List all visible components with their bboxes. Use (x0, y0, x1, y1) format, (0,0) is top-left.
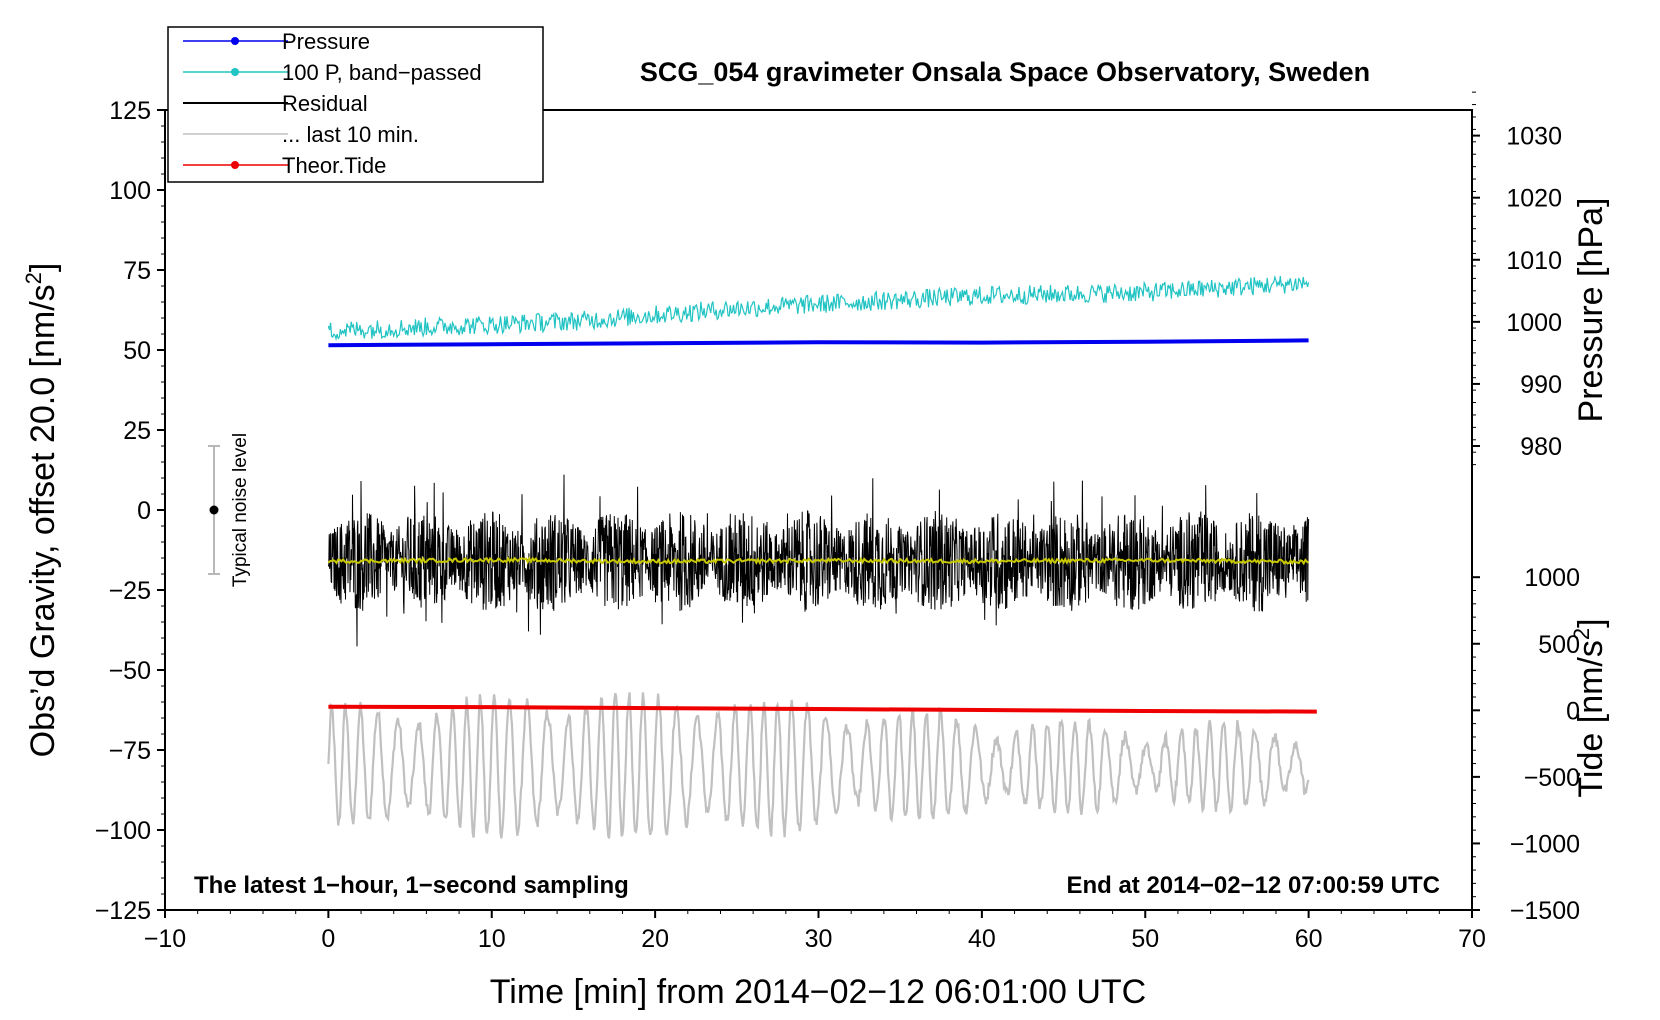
legend-label: 100 P, band−passed (282, 60, 482, 85)
axis-layer: −10 0 10 20 30 40 50 60 70−125−100−75−50−2502550… (95, 91, 1580, 953)
y-tick-label: −75 (109, 737, 151, 765)
y-tick-label: 75 (123, 257, 151, 285)
tide-tick-label: 0 (1566, 697, 1580, 725)
legend-entries: Pressure 100 P, band−passed Residual ... la… (183, 29, 482, 178)
last-10-min-series-line (327, 692, 1310, 839)
y-tick-label: 0 (137, 497, 151, 525)
legend-box (167, 26, 544, 183)
end-time-annotation: End at 2014−02−12 07:00:59 UTC (1066, 872, 1440, 899)
noise-bar-center-dot (209, 505, 219, 515)
tide-tick-label: −500 (1524, 764, 1580, 792)
x-tick-label: 70 (1458, 925, 1486, 953)
legend-label: Pressure (282, 29, 370, 54)
pressure-tick-label: 1010 (1506, 247, 1562, 275)
x-tick-label: 50 (1131, 925, 1159, 953)
legend-label: Residual (282, 91, 368, 116)
y-tick-label: 50 (123, 337, 151, 365)
y-tick-label: −50 (109, 657, 151, 685)
noise-indicator: Typical noise level (208, 433, 251, 587)
chart-title: SCG_054 gravimeter Onsala Space Observat… (640, 57, 1370, 87)
legend-marker (231, 161, 239, 169)
y-axis-title-main: Obs’d Gravity, offset 20.0 [nm/s (24, 284, 62, 757)
x-tick-label: 40 (968, 925, 996, 953)
theoretical-tide-series-line (328, 704, 1317, 714)
legend-marker (231, 37, 239, 45)
residual-series-line (327, 474, 1310, 647)
legend: Pressure 100 P, band−passed Residual ... la… (167, 26, 544, 183)
pressure-tick-label: 980 (1520, 433, 1562, 461)
y-tick-label: −125 (95, 897, 151, 925)
y-tick-label: −25 (109, 577, 151, 605)
sampling-annotation: The latest 1−hour, 1−second sampling (194, 872, 629, 899)
tide-tick-label: −1500 (1510, 897, 1580, 925)
y-tick-label: 100 (109, 177, 151, 205)
series-layer (327, 274, 1317, 839)
noise-level-label: Typical noise level (230, 433, 251, 587)
band-passed-pressure-series-line (327, 274, 1310, 341)
pressure-tick-label: 1030 (1506, 123, 1562, 151)
y-tick-label: 25 (123, 417, 151, 445)
pressure-series-line (328, 338, 1309, 348)
tide-axis-title-close: ] (1572, 618, 1610, 627)
x-tick-label: −10 (144, 925, 186, 953)
tide-tick-label: −1000 (1510, 830, 1580, 858)
pressure-axis-title: Pressure [hPa] (1572, 198, 1610, 423)
y-tick-label: −100 (95, 817, 151, 845)
y-axis-title-sup: 2 (21, 272, 46, 284)
y-axis-title-close: ] (24, 263, 62, 272)
pressure-tick-label: 1020 (1506, 185, 1562, 213)
legend-label: Theor.Tide (282, 153, 386, 178)
x-axis-title: Time [min] from 2014−02−12 06:01:00 UTC (490, 973, 1146, 1011)
x-tick-label: 20 (641, 925, 669, 953)
residual-smoothed-series-line (327, 556, 1310, 566)
tide-axis-title-sup: 2 (1569, 628, 1594, 640)
y-axis-title: Obs’d Gravity, offset 20.0 [nm/s2] (21, 263, 62, 758)
pressure-tick-label: 1000 (1506, 309, 1562, 337)
x-tick-label: 10 (478, 925, 506, 953)
tide-tick-label: 1000 (1524, 564, 1580, 592)
tide-axis-title: Tide [nm/s2] (1569, 618, 1610, 797)
pressure-tick-label: 990 (1520, 371, 1562, 399)
x-tick-label: 0 (321, 925, 335, 953)
tide-tick-label: 500 (1538, 631, 1580, 659)
x-tick-label: 30 (805, 925, 833, 953)
x-tick-label: 60 (1295, 925, 1323, 953)
tide-axis-title-main: Tide [nm/s (1572, 640, 1610, 797)
legend-label: ... last 10 min. (282, 122, 419, 147)
y-tick-label: 125 (109, 97, 151, 125)
legend-marker (231, 68, 239, 76)
